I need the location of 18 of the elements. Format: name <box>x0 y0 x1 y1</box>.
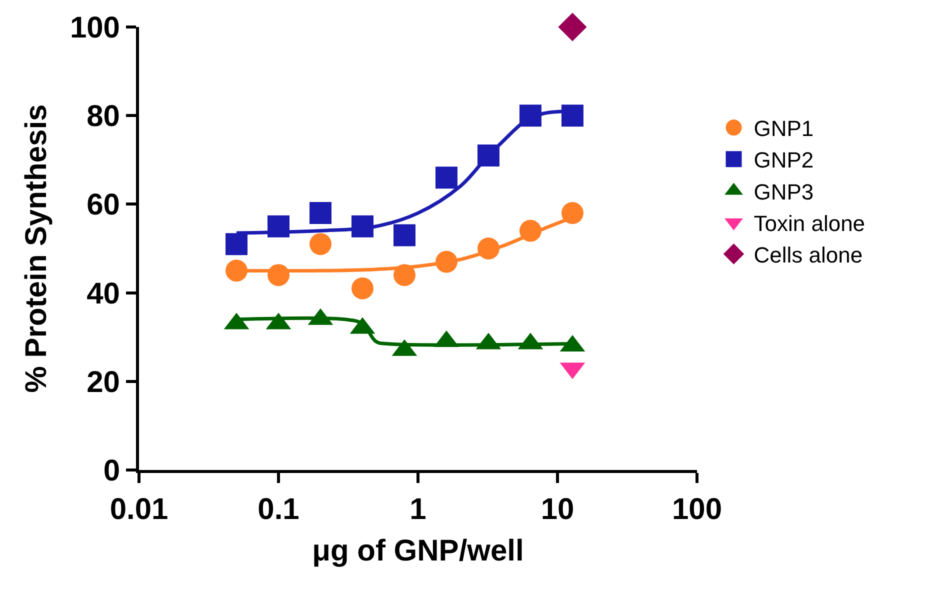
x-tick-label: 1 <box>410 493 426 526</box>
legend-label: Toxin alone <box>754 210 866 236</box>
y-tick-label: 0 <box>103 454 120 488</box>
x-tick-label: 0.01 <box>110 493 168 526</box>
y-tick-label: 80 <box>86 100 120 134</box>
legend-label: GNP3 <box>754 179 814 204</box>
legend-label: Cells alone <box>754 242 863 268</box>
y-tick-label: 60 <box>86 188 120 222</box>
x-tick-label: 0.1 <box>258 493 300 526</box>
y-tick-label: 100 <box>70 12 120 44</box>
y-tick-label: 40 <box>86 277 120 310</box>
x-axis-title: μg of GNP/well <box>312 534 524 568</box>
legend-label: GNP2 <box>754 148 814 173</box>
y-tick-label: 20 <box>86 366 120 399</box>
x-tick-label: 10 <box>540 493 574 526</box>
x-tick-label: 100 <box>672 493 722 526</box>
legend-label: GNP1 <box>754 116 814 142</box>
y-axis-title: % Protein Synthesis <box>20 104 53 393</box>
